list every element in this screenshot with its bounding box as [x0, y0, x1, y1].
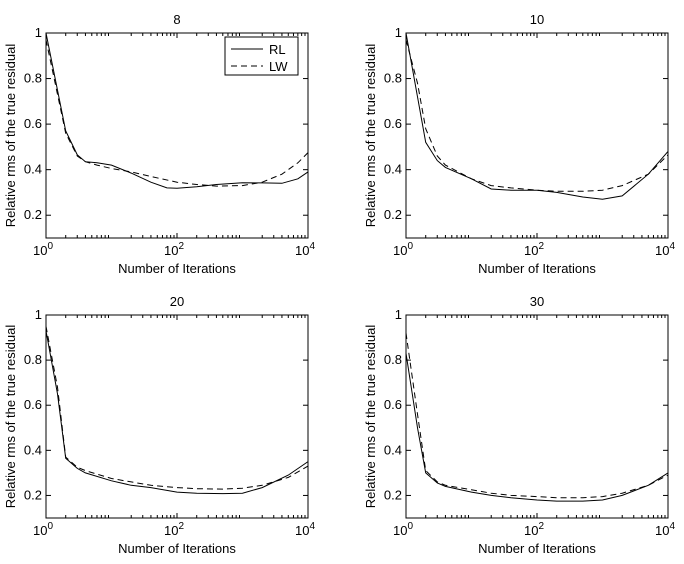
- x-tick-label: 102: [164, 521, 184, 538]
- plot-frame: [405, 32, 669, 239]
- plot-frame: [405, 314, 669, 519]
- x-tick-label: 102: [524, 521, 544, 538]
- y-tick-label: 0.6: [24, 397, 42, 412]
- x-tick-label: 100: [33, 521, 53, 538]
- legend-label-lw: LW: [269, 59, 288, 74]
- y-tick-label: 0.8: [24, 352, 42, 367]
- x-tick-base: 10: [33, 523, 47, 538]
- y-tick-label: 1: [35, 25, 42, 40]
- x-tick-label: 100: [393, 521, 413, 538]
- y-tick-label: 0.6: [384, 116, 402, 131]
- x-tick-base: 10: [164, 243, 178, 258]
- x-tick-base: 10: [295, 243, 309, 258]
- y-axis-label: Relative rms of the true residual: [363, 44, 378, 228]
- x-tick-label: 100: [33, 241, 53, 258]
- y-tick-label: 0.4: [24, 162, 42, 177]
- x-tick-exponent: 0: [47, 241, 53, 252]
- y-tick-label: 0.8: [384, 71, 402, 86]
- y-tick-label: 0.4: [384, 442, 402, 457]
- series-line-rl: [45, 32, 309, 189]
- x-tick-exponent: 0: [407, 241, 413, 252]
- legend-label-rl: RL: [269, 42, 286, 57]
- x-tick-exponent: 2: [538, 521, 544, 532]
- x-tick-base: 10: [295, 523, 309, 538]
- x-axis-label: Number of Iterations: [118, 541, 236, 556]
- x-tick-label: 102: [164, 241, 184, 258]
- x-axis-label: Number of Iterations: [118, 261, 236, 276]
- series-line-rl: [405, 32, 669, 200]
- x-tick-exponent: 4: [669, 521, 675, 532]
- plot-frame: [45, 314, 309, 519]
- x-axis-label: Number of Iterations: [478, 541, 596, 556]
- x-tick-base: 10: [524, 523, 538, 538]
- series-line-rl: [405, 353, 669, 502]
- plot-title: 20: [170, 294, 184, 309]
- x-tick-exponent: 2: [178, 241, 184, 252]
- x-tick-base: 10: [655, 523, 669, 538]
- x-axis-label: Number of Iterations: [478, 261, 596, 276]
- series-line-rl: [45, 330, 309, 495]
- x-tick-label: 104: [655, 521, 675, 538]
- x-tick-label: 100: [393, 241, 413, 258]
- y-axis-label: Relative rms of the true residual: [363, 325, 378, 509]
- x-tick-base: 10: [524, 243, 538, 258]
- x-tick-base: 10: [33, 243, 47, 258]
- x-tick-label: 104: [655, 241, 675, 258]
- x-tick-exponent: 0: [47, 521, 53, 532]
- y-tick-label: 0.2: [384, 487, 402, 502]
- y-tick-label: 0.4: [24, 442, 42, 457]
- series-line-lw: [45, 326, 309, 490]
- y-tick-label: 0.2: [24, 487, 42, 502]
- x-tick-label: 104: [295, 521, 315, 538]
- x-tick-base: 10: [164, 523, 178, 538]
- x-tick-base: 10: [393, 523, 407, 538]
- y-tick-label: 0.8: [384, 352, 402, 367]
- x-tick-exponent: 4: [309, 241, 315, 252]
- x-tick-exponent: 0: [407, 521, 413, 532]
- y-axis-label: Relative rms of the true residual: [3, 325, 18, 509]
- series-line-lw: [405, 332, 669, 499]
- y-axis-label: Relative rms of the true residual: [3, 44, 18, 228]
- x-tick-exponent: 4: [309, 521, 315, 532]
- x-tick-base: 10: [655, 243, 669, 258]
- x-tick-exponent: 2: [178, 521, 184, 532]
- y-tick-label: 1: [395, 307, 402, 322]
- y-tick-label: 0.8: [24, 71, 42, 86]
- y-tick-label: 0.4: [384, 162, 402, 177]
- y-tick-label: 0.2: [24, 207, 42, 222]
- plot-title: 10: [530, 12, 544, 27]
- plot-title: 30: [530, 294, 544, 309]
- x-tick-exponent: 4: [669, 241, 675, 252]
- x-tick-label: 102: [524, 241, 544, 258]
- legend-box: [224, 36, 299, 76]
- y-tick-label: 1: [395, 25, 402, 40]
- series-line-lw: [405, 39, 669, 192]
- series-line-lw: [45, 39, 309, 187]
- y-tick-label: 1: [35, 307, 42, 322]
- plot-title: 8: [173, 12, 180, 27]
- legend: RL LW: [224, 36, 299, 76]
- y-tick-label: 0.6: [24, 116, 42, 131]
- x-tick-label: 104: [295, 241, 315, 258]
- x-tick-base: 10: [393, 243, 407, 258]
- y-tick-label: 0.6: [384, 397, 402, 412]
- x-tick-exponent: 2: [538, 241, 544, 252]
- y-tick-label: 0.2: [384, 207, 402, 222]
